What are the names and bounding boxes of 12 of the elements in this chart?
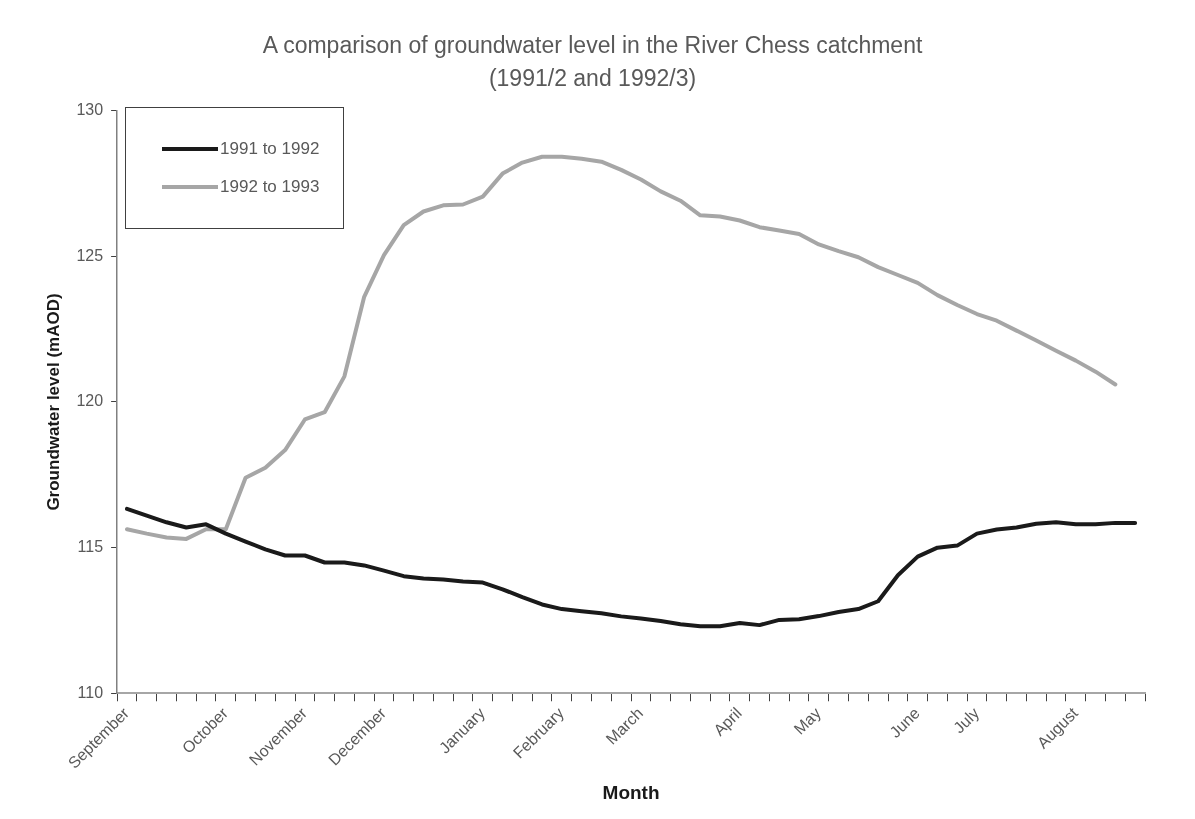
legend-label: 1992 to 1993 xyxy=(220,176,320,197)
legend-label: 1991 to 1992 xyxy=(220,138,320,159)
y-tick-label: 130 xyxy=(76,101,104,119)
x-tick-label: July xyxy=(950,704,983,737)
x-tick-label: May xyxy=(790,704,825,738)
y-tick-label: 120 xyxy=(76,392,104,410)
chart-title: A comparison of groundwater level in the River Chess catchment (1991/2 and 1992/3) xyxy=(262,32,923,92)
x-axis-title: Month xyxy=(602,781,660,803)
y-axis-title: Groundwater level (mAOD) xyxy=(43,293,63,511)
y-tick-label: 110 xyxy=(77,683,104,701)
y-tick-label: 115 xyxy=(77,538,104,556)
y-tick-label: 125 xyxy=(76,246,104,264)
